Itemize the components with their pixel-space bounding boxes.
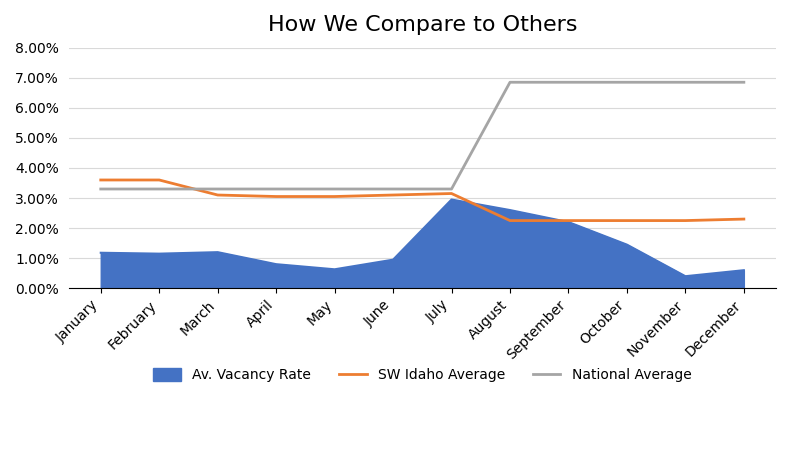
Title: How We Compare to Others: How We Compare to Others [267, 15, 577, 35]
SW Idaho Average [623, 218, 632, 223]
SW Idaho Average [680, 218, 690, 223]
National Average [564, 79, 573, 85]
National Average [447, 186, 456, 192]
SW Idaho Average [564, 218, 573, 223]
National Average [505, 79, 515, 85]
Line: SW Idaho Average: SW Idaho Average [100, 180, 744, 220]
Legend: Av. Vacancy Rate, SW Idaho Average, National Average: Av. Vacancy Rate, SW Idaho Average, Nati… [148, 363, 697, 387]
Line: National Average: National Average [100, 82, 744, 189]
National Average [388, 186, 398, 192]
SW Idaho Average [154, 177, 164, 183]
National Average [213, 186, 222, 192]
National Average [96, 186, 105, 192]
National Average [623, 79, 632, 85]
National Average [330, 186, 339, 192]
SW Idaho Average [330, 194, 339, 199]
SW Idaho Average [213, 192, 222, 198]
SW Idaho Average [388, 192, 398, 198]
SW Idaho Average [739, 216, 748, 222]
SW Idaho Average [505, 218, 515, 223]
SW Idaho Average [447, 191, 456, 197]
SW Idaho Average [96, 177, 105, 183]
National Average [739, 79, 748, 85]
SW Idaho Average [271, 194, 281, 199]
National Average [271, 186, 281, 192]
National Average [680, 79, 690, 85]
National Average [154, 186, 164, 192]
